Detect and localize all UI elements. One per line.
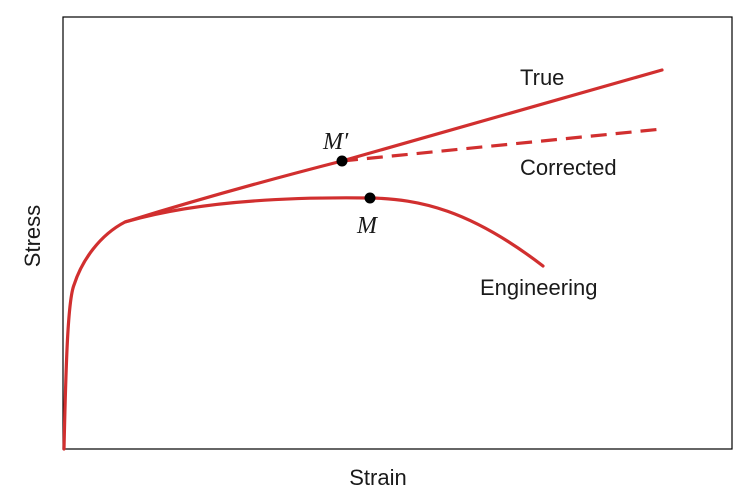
corrected-curve: [341, 127, 663, 163]
point-m-label: M: [356, 213, 379, 239]
point-m: [364, 192, 376, 204]
point-m-prime-label: M′: [322, 129, 349, 155]
engineering-curve-label: Engineering: [480, 275, 597, 300]
plot-frame: [62, 16, 733, 450]
point-m-prime: [336, 155, 348, 167]
true-curve: [123, 68, 664, 224]
y-axis-label: Stress: [20, 205, 45, 267]
x-axis-label: Strain: [349, 465, 406, 490]
true-curve-label: True: [520, 65, 564, 90]
engineering-curve: [62, 196, 545, 451]
corrected-curve-label: Corrected: [520, 155, 617, 180]
